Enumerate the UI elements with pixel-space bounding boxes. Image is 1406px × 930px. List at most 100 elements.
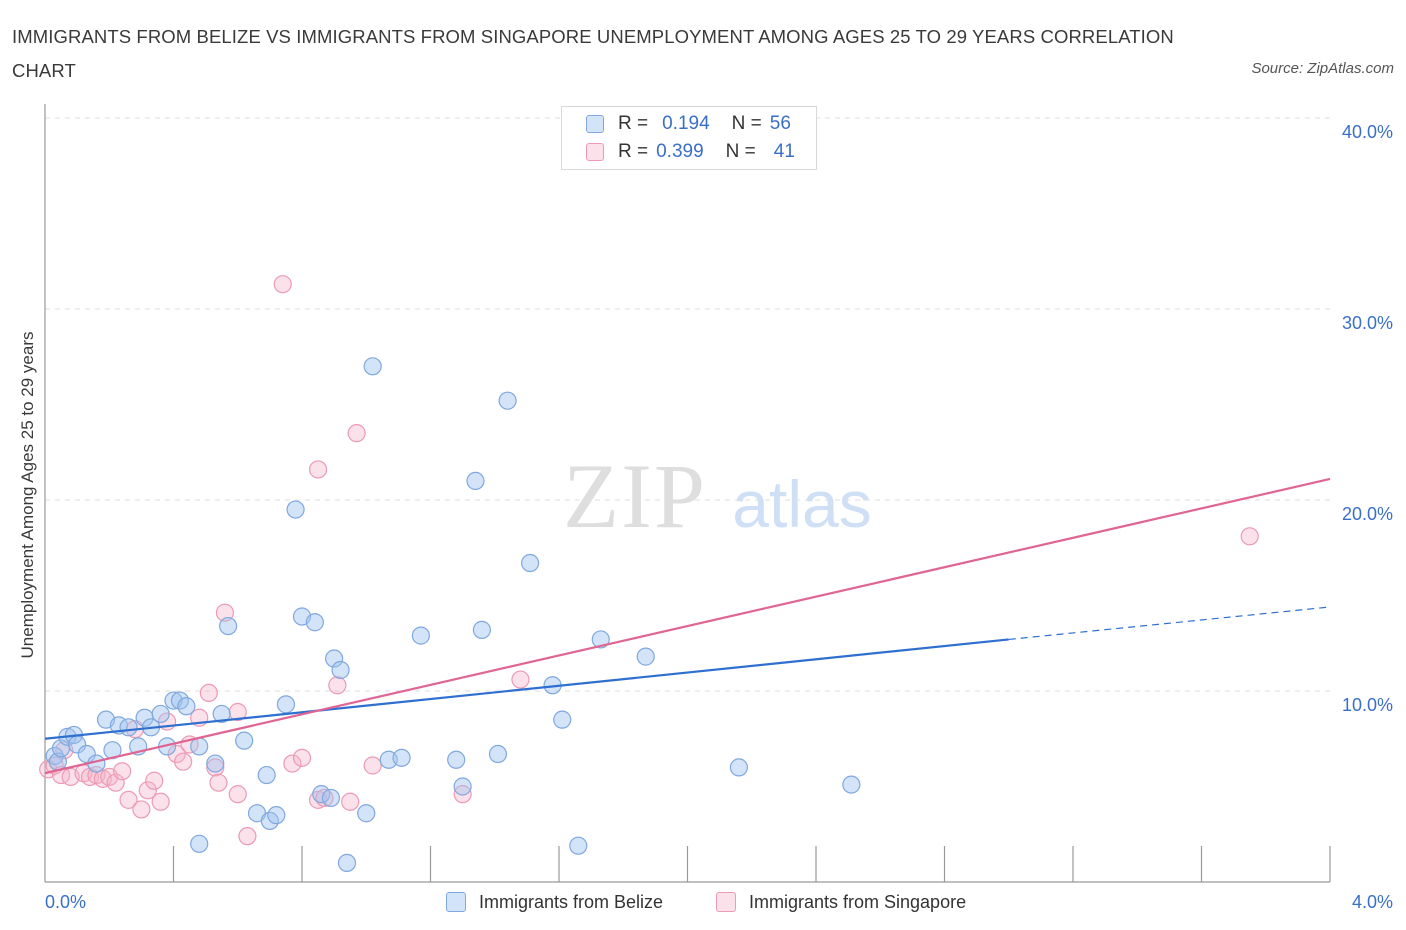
r-label: R = bbox=[618, 113, 649, 134]
singapore-point bbox=[283, 754, 302, 773]
y-tick-label: 10.0% bbox=[1342, 695, 1393, 715]
singapore-point bbox=[308, 460, 328, 479]
singapore-swatch bbox=[716, 892, 736, 912]
singapore-point bbox=[106, 773, 125, 792]
belize-point bbox=[466, 471, 485, 490]
x-tick-label: 0.0% bbox=[45, 892, 86, 912]
singapore-point bbox=[328, 676, 347, 695]
watermark-atlas: atlas bbox=[732, 467, 871, 541]
belize-point bbox=[190, 834, 209, 853]
belize-point bbox=[235, 731, 254, 750]
belize-point bbox=[119, 718, 138, 737]
belize-point bbox=[321, 788, 341, 808]
legend-row-belize: R = 0.194 N = 56 bbox=[586, 112, 791, 136]
belize-swatch bbox=[586, 115, 604, 133]
tick-labels: 10.0% 20.0% 30.0% 40.0% 0.0% 4.0% bbox=[45, 122, 1393, 912]
singapore-point bbox=[209, 773, 228, 792]
singapore-point bbox=[228, 785, 247, 804]
belize-point bbox=[411, 626, 430, 645]
legend-label: Immigrants from Singapore bbox=[749, 891, 967, 912]
belize-point bbox=[472, 620, 491, 639]
y-tick-label: 30.0% bbox=[1342, 313, 1393, 333]
belize-point bbox=[45, 746, 64, 766]
trend-lines bbox=[44, 477, 1331, 775]
singapore-point bbox=[199, 683, 218, 703]
belize-point bbox=[151, 704, 170, 724]
source-label: Source: ZipAtlas.com bbox=[1251, 60, 1394, 77]
singapore-point bbox=[132, 800, 151, 819]
belize-point bbox=[729, 758, 749, 777]
singapore-point bbox=[151, 792, 170, 811]
belize-point bbox=[842, 775, 861, 794]
singapore-point bbox=[273, 275, 292, 294]
belize-point bbox=[219, 616, 238, 636]
belize-point bbox=[337, 853, 357, 873]
singapore-point bbox=[363, 756, 382, 775]
belize-point bbox=[206, 754, 225, 773]
belize-point bbox=[212, 704, 231, 724]
belize-point bbox=[636, 647, 655, 666]
singapore-point bbox=[215, 603, 234, 622]
singapore-point bbox=[206, 758, 225, 777]
belize-point bbox=[498, 391, 517, 410]
n-label: N = bbox=[731, 113, 762, 134]
singapore-point bbox=[174, 752, 193, 771]
singapore-point bbox=[228, 702, 247, 722]
singapore-point bbox=[119, 790, 138, 809]
x-tick-label: 4.0% bbox=[1352, 892, 1393, 912]
belize-point bbox=[331, 660, 350, 680]
legend-item-singapore: Immigrants from Singapore bbox=[716, 889, 966, 915]
y-tick-label: 40.0% bbox=[1342, 122, 1393, 142]
belize-point bbox=[363, 357, 382, 376]
belize-point bbox=[177, 697, 196, 716]
r-value: 0.399 bbox=[656, 141, 704, 162]
singapore-point bbox=[292, 748, 312, 767]
belize-point bbox=[591, 630, 610, 649]
belize-point bbox=[553, 710, 572, 729]
y-tick-label: 20.0% bbox=[1342, 504, 1393, 524]
belize-swatch bbox=[446, 892, 466, 912]
singapore-point bbox=[347, 424, 366, 443]
belize-trend-extension bbox=[1008, 606, 1331, 641]
belize-trend-line bbox=[44, 638, 1009, 740]
belize-point bbox=[190, 737, 209, 756]
chart-title: IMMIGRANTS FROM BELIZE VS IMMIGRANTS FRO… bbox=[12, 26, 1174, 81]
correlation-legend: R = 0.194 N = 56 R = 0.399 N = 41 bbox=[561, 106, 817, 170]
watermark-zip: ZIP bbox=[563, 445, 707, 547]
singapore-point bbox=[145, 771, 164, 790]
singapore-point bbox=[1240, 527, 1259, 546]
n-value: 41 bbox=[773, 141, 795, 162]
singapore-point bbox=[112, 762, 132, 781]
singapore-swatch bbox=[586, 143, 604, 161]
belize-point bbox=[569, 836, 588, 855]
singapore-point bbox=[341, 792, 360, 811]
belize-point bbox=[392, 748, 411, 767]
belize-point bbox=[520, 553, 540, 573]
belize-point bbox=[276, 695, 296, 714]
belize-point bbox=[257, 765, 276, 785]
belize-point bbox=[488, 744, 508, 764]
belize-point bbox=[357, 804, 376, 823]
legend-label: Immigrants from Belize bbox=[479, 891, 664, 912]
belize-point bbox=[267, 806, 286, 825]
axes bbox=[44, 104, 1331, 883]
singapore-point bbox=[167, 744, 186, 764]
singapore-points bbox=[39, 275, 1259, 846]
singapore-point bbox=[138, 781, 157, 800]
belize-point bbox=[286, 500, 305, 519]
singapore-point bbox=[511, 670, 530, 689]
belize-point bbox=[447, 750, 466, 769]
singapore-point bbox=[238, 827, 257, 846]
singapore-point bbox=[453, 785, 472, 804]
legend-row-singapore: R = 0.399 N = 41 bbox=[586, 140, 795, 164]
legend-item-belize: Immigrants from Belize bbox=[446, 889, 663, 915]
n-label: N = bbox=[725, 141, 756, 162]
belize-point bbox=[305, 613, 324, 632]
r-label: R = bbox=[618, 141, 649, 162]
belize-point bbox=[312, 785, 331, 804]
grid bbox=[45, 117, 1330, 692]
r-value: 0.194 bbox=[662, 113, 710, 134]
belize-point bbox=[453, 777, 472, 796]
n-value: 56 bbox=[769, 113, 791, 134]
singapore-trend-line bbox=[44, 477, 1331, 775]
